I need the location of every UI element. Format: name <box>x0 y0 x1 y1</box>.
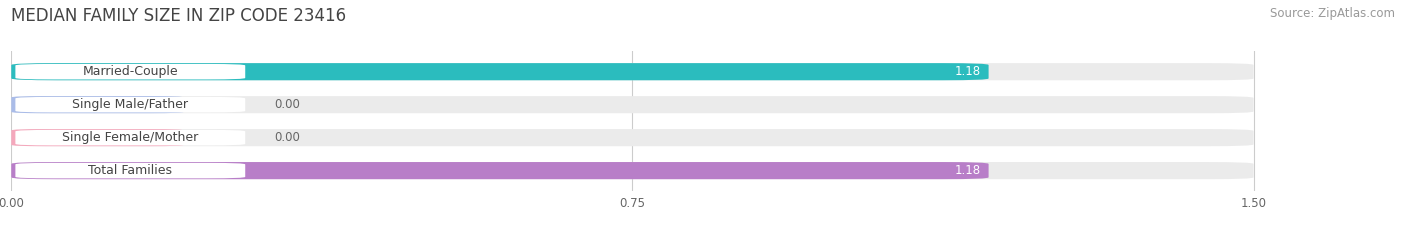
Text: 0.00: 0.00 <box>274 131 299 144</box>
FancyBboxPatch shape <box>11 162 988 179</box>
FancyBboxPatch shape <box>11 162 1254 179</box>
FancyBboxPatch shape <box>11 96 1254 113</box>
Text: Single Male/Father: Single Male/Father <box>72 98 188 111</box>
Text: Source: ZipAtlas.com: Source: ZipAtlas.com <box>1270 7 1395 20</box>
FancyBboxPatch shape <box>11 129 184 146</box>
Text: 0.00: 0.00 <box>274 98 299 111</box>
Text: Single Female/Mother: Single Female/Mother <box>62 131 198 144</box>
Text: 1.18: 1.18 <box>955 164 980 177</box>
FancyBboxPatch shape <box>15 97 245 113</box>
Text: MEDIAN FAMILY SIZE IN ZIP CODE 23416: MEDIAN FAMILY SIZE IN ZIP CODE 23416 <box>11 7 346 25</box>
FancyBboxPatch shape <box>11 129 1254 146</box>
FancyBboxPatch shape <box>15 64 245 79</box>
FancyBboxPatch shape <box>15 130 245 145</box>
Text: Married-Couple: Married-Couple <box>83 65 179 78</box>
FancyBboxPatch shape <box>11 63 988 80</box>
Text: Total Families: Total Families <box>89 164 173 177</box>
Text: 1.18: 1.18 <box>955 65 980 78</box>
FancyBboxPatch shape <box>11 63 1254 80</box>
FancyBboxPatch shape <box>11 96 184 113</box>
FancyBboxPatch shape <box>15 163 245 178</box>
